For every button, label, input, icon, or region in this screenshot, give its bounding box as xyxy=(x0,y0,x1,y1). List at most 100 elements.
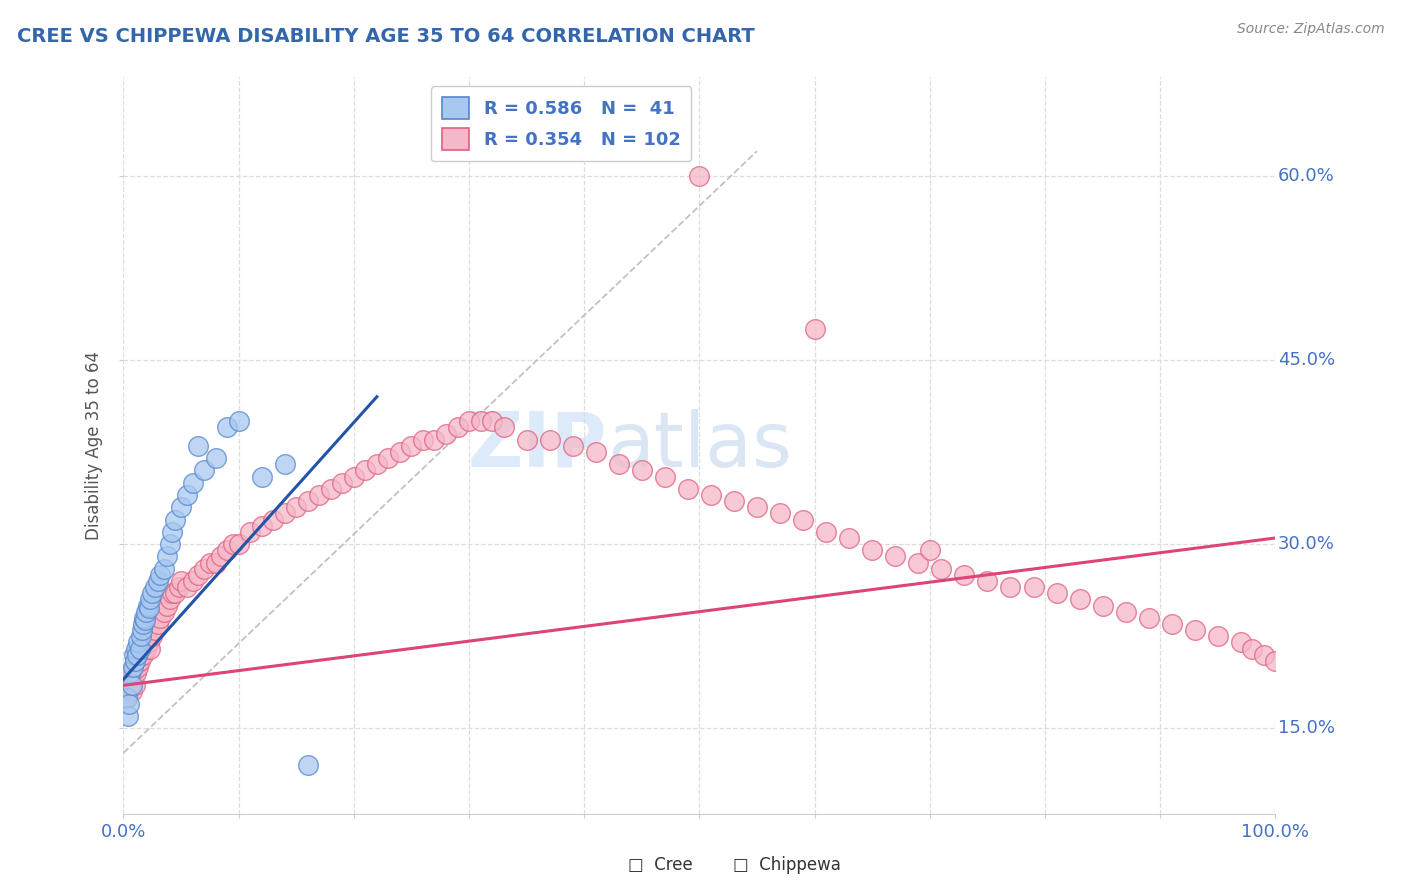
Point xyxy=(217,543,239,558)
Point xyxy=(141,586,163,600)
Point xyxy=(423,433,446,447)
Point xyxy=(134,641,156,656)
Point xyxy=(769,507,792,521)
Point xyxy=(1184,623,1206,637)
Point xyxy=(115,690,138,705)
Point xyxy=(134,635,156,649)
Point xyxy=(401,439,423,453)
Point xyxy=(120,666,142,681)
Point xyxy=(274,458,297,472)
Point xyxy=(1022,580,1045,594)
Point xyxy=(204,451,226,466)
Point xyxy=(129,629,152,643)
Point xyxy=(176,580,198,594)
Point xyxy=(181,574,204,588)
Point xyxy=(884,549,907,564)
Point xyxy=(262,512,284,526)
Point xyxy=(146,616,169,631)
Text: Source: ZipAtlas.com: Source: ZipAtlas.com xyxy=(1237,22,1385,37)
Point xyxy=(1160,616,1182,631)
Point xyxy=(118,678,141,692)
Point xyxy=(1230,635,1253,649)
Point xyxy=(803,322,825,336)
Point xyxy=(297,494,319,508)
Point xyxy=(217,420,239,434)
Point xyxy=(860,543,883,558)
Point xyxy=(481,414,503,428)
Point xyxy=(1253,648,1275,662)
Point xyxy=(1115,605,1137,619)
Point xyxy=(187,567,209,582)
Point xyxy=(170,500,193,515)
Point xyxy=(198,556,221,570)
Point xyxy=(654,469,676,483)
Point xyxy=(607,458,630,472)
Point xyxy=(152,605,174,619)
Point xyxy=(131,641,153,656)
Point xyxy=(118,697,141,711)
Point xyxy=(152,562,174,576)
Point xyxy=(239,524,262,539)
Point xyxy=(127,635,149,649)
Point xyxy=(222,537,245,551)
Point xyxy=(139,641,162,656)
Point xyxy=(1091,599,1114,613)
Text: □  Chippewa: □ Chippewa xyxy=(734,856,841,874)
Point xyxy=(159,537,181,551)
Point xyxy=(631,463,654,477)
Text: atlas: atlas xyxy=(607,409,792,483)
Point xyxy=(918,543,941,558)
Point xyxy=(228,414,250,428)
Point xyxy=(297,758,319,772)
Point xyxy=(131,623,153,637)
Point xyxy=(146,574,169,588)
Text: □  Cree: □ Cree xyxy=(628,856,693,874)
Point xyxy=(838,531,860,545)
Point xyxy=(170,574,193,588)
Point xyxy=(121,666,143,681)
Point xyxy=(676,482,699,496)
Point xyxy=(931,562,953,576)
Point xyxy=(128,654,150,668)
Point xyxy=(132,616,155,631)
Point xyxy=(492,420,515,434)
Point xyxy=(388,445,411,459)
Point xyxy=(250,469,273,483)
Point xyxy=(135,605,157,619)
Point xyxy=(250,518,273,533)
Point xyxy=(127,648,149,662)
Point xyxy=(193,562,215,576)
Point xyxy=(745,500,768,515)
Point xyxy=(228,537,250,551)
Point xyxy=(167,580,190,594)
Point xyxy=(1000,580,1022,594)
Point xyxy=(156,549,179,564)
Point xyxy=(700,488,723,502)
Point xyxy=(516,433,538,447)
Point xyxy=(125,641,148,656)
Point xyxy=(143,623,166,637)
Point xyxy=(330,475,353,490)
Point xyxy=(149,611,172,625)
Point xyxy=(128,641,150,656)
Point xyxy=(127,654,149,668)
Point xyxy=(366,458,388,472)
Point xyxy=(165,586,187,600)
Point xyxy=(176,488,198,502)
Point xyxy=(1241,641,1264,656)
Point xyxy=(585,445,607,459)
Point xyxy=(121,684,143,698)
Point xyxy=(1206,629,1229,643)
Point xyxy=(122,648,145,662)
Point xyxy=(139,592,162,607)
Point xyxy=(412,433,434,447)
Text: 45.0%: 45.0% xyxy=(1278,351,1334,369)
Point xyxy=(953,567,976,582)
Point xyxy=(815,524,838,539)
Point xyxy=(1069,592,1091,607)
Point xyxy=(285,500,308,515)
Point xyxy=(138,635,160,649)
Point xyxy=(458,414,481,428)
Point xyxy=(117,709,139,723)
Text: 30.0%: 30.0% xyxy=(1278,535,1334,553)
